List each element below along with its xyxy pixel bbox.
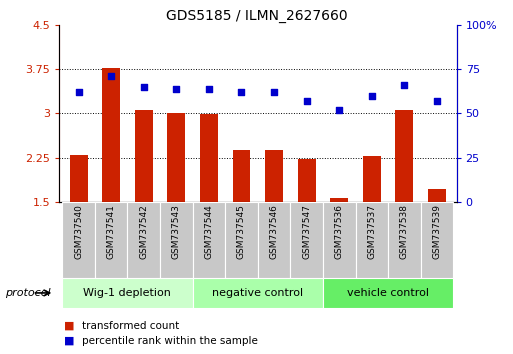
Bar <box>192 278 323 308</box>
Bar <box>298 159 315 202</box>
Bar <box>388 202 421 278</box>
Text: GSM737547: GSM737547 <box>302 204 311 259</box>
Bar <box>323 202 356 278</box>
Bar <box>356 202 388 278</box>
Bar <box>135 110 153 202</box>
Point <box>400 82 408 88</box>
Bar <box>70 155 88 202</box>
Bar <box>127 202 160 278</box>
Bar <box>258 202 290 278</box>
Point <box>74 89 83 95</box>
Bar <box>62 278 192 308</box>
Bar <box>160 202 192 278</box>
Text: protocol: protocol <box>5 288 51 298</box>
Text: ■: ■ <box>64 336 74 346</box>
Text: GSM737536: GSM737536 <box>335 204 344 259</box>
Text: transformed count: transformed count <box>82 321 180 331</box>
Text: GDS5185 / ILMN_2627660: GDS5185 / ILMN_2627660 <box>166 9 347 23</box>
Bar <box>396 110 413 202</box>
Text: GSM737542: GSM737542 <box>139 204 148 259</box>
Bar <box>95 202 127 278</box>
Point <box>335 107 343 113</box>
Bar <box>421 202 453 278</box>
Point <box>172 86 181 91</box>
Text: GSM737545: GSM737545 <box>237 204 246 259</box>
Bar <box>290 202 323 278</box>
Bar <box>102 68 120 202</box>
Text: GSM737540: GSM737540 <box>74 204 83 259</box>
Point <box>433 98 441 104</box>
Bar <box>192 202 225 278</box>
Text: GSM737538: GSM737538 <box>400 204 409 259</box>
Text: GSM737537: GSM737537 <box>367 204 377 259</box>
Point <box>238 89 246 95</box>
Text: GSM737544: GSM737544 <box>204 204 213 259</box>
Text: GSM737541: GSM737541 <box>107 204 115 259</box>
Point <box>368 93 376 98</box>
Text: GSM737539: GSM737539 <box>432 204 442 259</box>
Bar <box>62 202 95 278</box>
Text: GSM737543: GSM737543 <box>172 204 181 259</box>
Point <box>270 89 278 95</box>
Point <box>107 73 115 79</box>
Text: negative control: negative control <box>212 288 303 298</box>
Bar <box>363 156 381 202</box>
Point <box>140 84 148 90</box>
Text: ■: ■ <box>64 321 74 331</box>
Bar <box>232 150 250 202</box>
Bar <box>265 150 283 202</box>
Point <box>303 98 311 104</box>
Bar <box>428 189 446 202</box>
Bar <box>200 114 218 202</box>
Bar <box>330 198 348 202</box>
Bar <box>225 202 258 278</box>
Bar <box>167 113 185 202</box>
Text: GSM737546: GSM737546 <box>269 204 279 259</box>
Bar <box>323 278 453 308</box>
Text: Wig-1 depletion: Wig-1 depletion <box>84 288 171 298</box>
Text: vehicle control: vehicle control <box>347 288 429 298</box>
Text: percentile rank within the sample: percentile rank within the sample <box>82 336 258 346</box>
Point <box>205 86 213 91</box>
